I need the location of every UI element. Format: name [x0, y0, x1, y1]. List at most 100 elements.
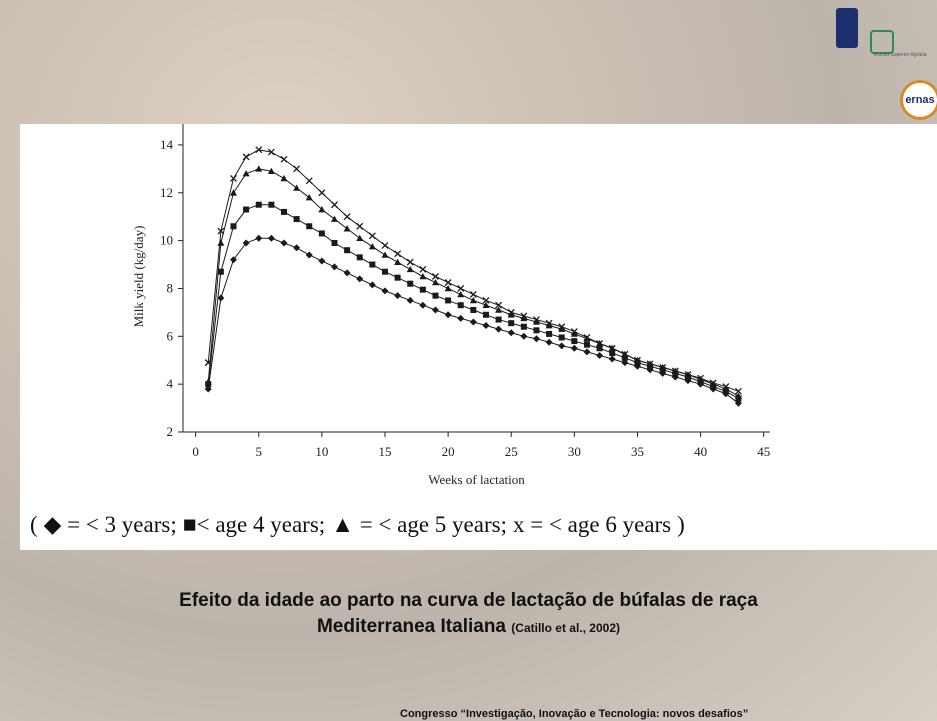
x-tick-label: 10 [315, 444, 328, 459]
marker-square [521, 324, 527, 330]
x-tick-label: 35 [631, 444, 644, 459]
marker-triangle [306, 194, 313, 200]
marker-square [546, 331, 552, 337]
marker-diamond [495, 326, 502, 333]
marker-triangle [432, 279, 439, 285]
marker-square [508, 320, 514, 326]
series-line [208, 150, 738, 392]
y-tick-label: 12 [160, 185, 173, 200]
legend-paren: ( [30, 512, 38, 537]
marker-diamond [419, 302, 426, 309]
marker-diamond [356, 275, 363, 282]
marker-diamond [331, 263, 338, 270]
marker-triangle [331, 216, 338, 222]
marker-square [306, 223, 312, 229]
marker-x [294, 166, 300, 172]
y-tick-label: 14 [160, 137, 174, 152]
marker-x [281, 156, 287, 162]
marker-square [533, 327, 539, 333]
marker-square [395, 275, 401, 281]
marker-x [432, 274, 438, 280]
marker-x [458, 285, 464, 291]
marker-square [407, 281, 413, 287]
marker-square [445, 297, 451, 303]
x-tick-label: 5 [255, 444, 262, 459]
marker-diamond [470, 318, 477, 325]
logo-university [836, 8, 858, 48]
marker-square [243, 207, 249, 213]
marker-x [331, 202, 337, 208]
marker-square [256, 202, 262, 208]
marker-diamond [255, 235, 262, 242]
marker-triangle [243, 170, 250, 176]
marker-x [344, 214, 350, 220]
marker-triangle [470, 297, 477, 303]
marker-diamond [508, 329, 515, 336]
legend-entry: ◆ = < 3 years; [44, 512, 177, 537]
marker-diamond [571, 345, 578, 352]
chart-panel: 2468101214051015202530354045Weeks of lac… [20, 124, 937, 550]
marker-square [483, 312, 489, 318]
marker-x [306, 178, 312, 184]
caption-line2-wrap: Mediterranea Italiana (Catillo et al., 2… [0, 616, 937, 638]
marker-triangle [255, 165, 262, 171]
y-axis-title: Milk yield (kg/day) [131, 226, 146, 328]
marker-diamond [293, 244, 300, 251]
marker-diamond [609, 356, 616, 363]
legend-entry: x = < age 6 years [513, 512, 671, 537]
marker-square [281, 209, 287, 215]
slide: Escola Superior Agrária ernas 2468101214… [0, 0, 937, 721]
series-line [208, 169, 738, 396]
marker-diamond [445, 311, 452, 318]
marker-triangle [445, 285, 452, 291]
marker-x [319, 190, 325, 196]
marker-diamond [558, 342, 565, 349]
legend-entry: ■< age 4 years; [183, 512, 325, 537]
legend: (◆ = < 3 years;■< age 4 years;▲ = < age … [30, 512, 930, 538]
marker-x [470, 291, 476, 297]
footer: Congresso “Investigação, Inovação e Tecn… [400, 708, 937, 720]
marker-square [458, 302, 464, 308]
marker-triangle [369, 243, 376, 249]
x-tick-label: 15 [378, 444, 391, 459]
marker-square [496, 317, 502, 323]
marker-triangle [356, 235, 363, 241]
marker-triangle [381, 251, 388, 257]
legend-paren: ) [677, 512, 685, 537]
marker-triangle [419, 273, 426, 279]
marker-x [407, 259, 413, 265]
citation: (Catillo et al., 2002) [511, 621, 620, 635]
marker-x [382, 242, 388, 248]
caption-line2: Mediterranea Italiana [317, 616, 506, 637]
marker-diamond [280, 240, 287, 247]
marker-square [432, 293, 438, 299]
marker-square [382, 269, 388, 275]
marker-diamond [268, 235, 275, 242]
marker-x [243, 154, 249, 160]
x-tick-label: 20 [442, 444, 455, 459]
y-tick-label: 4 [167, 376, 174, 391]
marker-square [420, 287, 426, 293]
marker-x [357, 223, 363, 229]
marker-triangle [344, 225, 351, 231]
marker-triangle [457, 291, 464, 297]
marker-square [331, 240, 337, 246]
marker-x [395, 251, 401, 257]
y-tick-label: 6 [167, 328, 174, 343]
marker-square [294, 216, 300, 222]
marker-square [470, 307, 476, 313]
marker-triangle [217, 240, 224, 246]
marker-diamond [432, 306, 439, 313]
marker-square [344, 247, 350, 253]
marker-diamond [482, 322, 489, 329]
marker-triangle [394, 259, 401, 265]
marker-diamond [381, 287, 388, 294]
marker-diamond [318, 257, 325, 264]
chart: 2468101214051015202530354045Weeks of lac… [20, 124, 937, 550]
marker-diamond [407, 297, 414, 304]
x-tick-label: 45 [757, 444, 770, 459]
marker-diamond [546, 339, 553, 346]
y-tick-label: 2 [167, 424, 174, 439]
legend-entry: ▲ = < age 5 years; [331, 512, 507, 537]
marker-square [584, 342, 590, 348]
